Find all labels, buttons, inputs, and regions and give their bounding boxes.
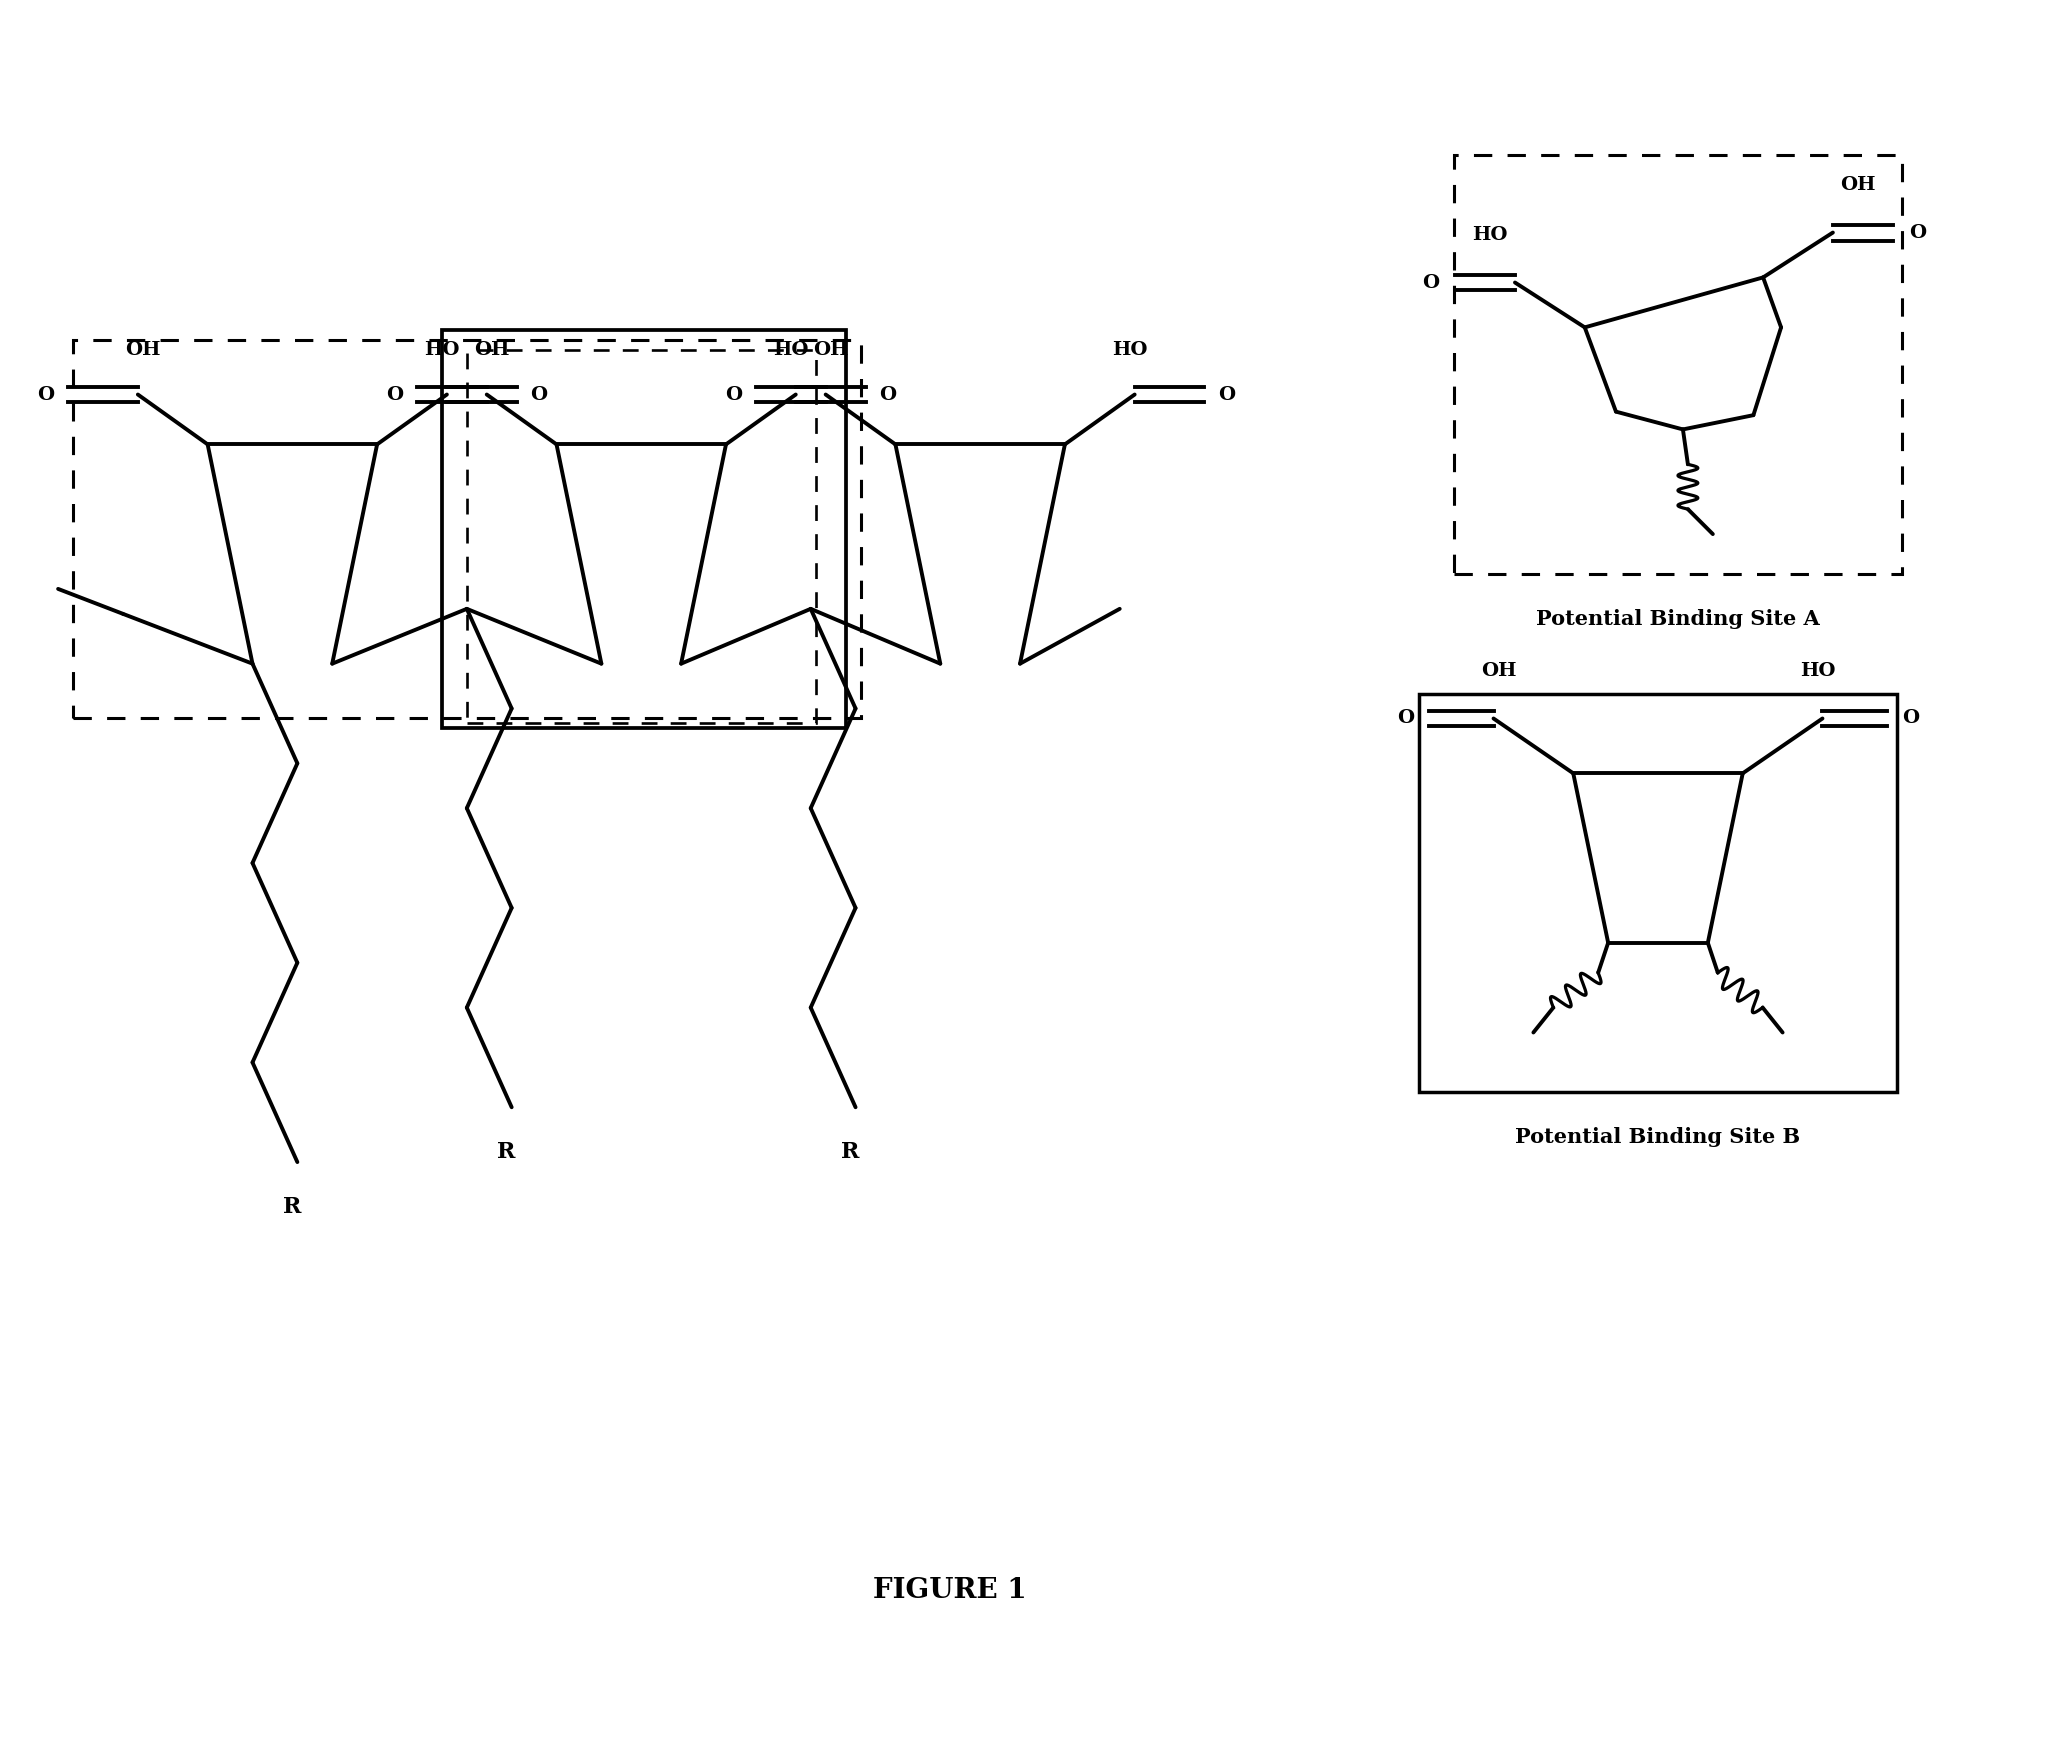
Text: O: O <box>386 385 405 404</box>
Text: O: O <box>1901 709 1920 727</box>
Bar <box>466 350 815 723</box>
Text: OH: OH <box>126 340 161 359</box>
Bar <box>72 340 861 718</box>
Text: HO: HO <box>1800 662 1835 680</box>
Text: O: O <box>1397 709 1414 727</box>
Bar <box>1453 155 1903 573</box>
Text: Potential Binding Site A: Potential Binding Site A <box>1536 608 1820 629</box>
Text: OH: OH <box>475 340 510 359</box>
Text: HO: HO <box>1472 225 1509 244</box>
Text: O: O <box>530 385 547 404</box>
Text: HO: HO <box>774 340 809 359</box>
Text: R: R <box>842 1142 861 1163</box>
Bar <box>1418 694 1897 1093</box>
Text: O: O <box>1218 385 1234 404</box>
Text: O: O <box>724 385 743 404</box>
Text: O: O <box>879 385 896 404</box>
Text: FIGURE 1: FIGURE 1 <box>873 1577 1028 1604</box>
Text: O: O <box>1909 223 1926 242</box>
Text: R: R <box>283 1196 301 1218</box>
Text: O: O <box>1422 274 1439 291</box>
Text: Potential Binding Site B: Potential Binding Site B <box>1515 1128 1800 1147</box>
Text: HO: HO <box>423 340 460 359</box>
Text: OH: OH <box>1480 662 1517 680</box>
Text: R: R <box>497 1142 516 1163</box>
Bar <box>442 329 846 729</box>
Text: OH: OH <box>1839 176 1876 193</box>
Text: HO: HO <box>1112 340 1148 359</box>
Text: OH: OH <box>813 340 848 359</box>
Text: O: O <box>37 385 56 404</box>
